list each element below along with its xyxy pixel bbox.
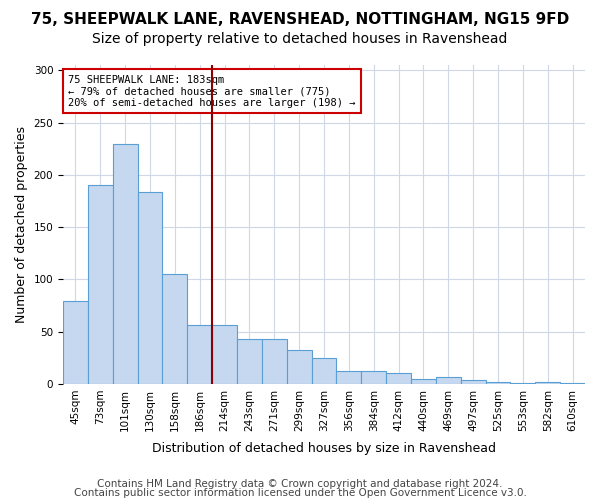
Y-axis label: Number of detached properties: Number of detached properties xyxy=(15,126,28,323)
X-axis label: Distribution of detached houses by size in Ravenshead: Distribution of detached houses by size … xyxy=(152,442,496,455)
Bar xyxy=(511,383,535,384)
Bar xyxy=(337,372,361,384)
Bar xyxy=(287,350,311,384)
Bar xyxy=(311,358,337,384)
Bar xyxy=(63,302,88,384)
Text: 75, SHEEPWALK LANE, RAVENSHEAD, NOTTINGHAM, NG15 9FD: 75, SHEEPWALK LANE, RAVENSHEAD, NOTTINGH… xyxy=(31,12,569,28)
Text: Contains HM Land Registry data © Crown copyright and database right 2024.: Contains HM Land Registry data © Crown c… xyxy=(97,479,503,489)
Bar xyxy=(485,382,511,384)
Bar xyxy=(535,382,560,384)
Bar xyxy=(237,339,262,384)
Bar xyxy=(411,378,436,384)
Bar xyxy=(560,383,585,384)
Bar xyxy=(88,185,113,384)
Text: Contains public sector information licensed under the Open Government Licence v3: Contains public sector information licen… xyxy=(74,488,526,498)
Bar xyxy=(113,144,137,384)
Text: 75 SHEEPWALK LANE: 183sqm
← 79% of detached houses are smaller (775)
20% of semi: 75 SHEEPWALK LANE: 183sqm ← 79% of detac… xyxy=(68,74,356,108)
Bar xyxy=(361,372,386,384)
Bar xyxy=(436,376,461,384)
Bar xyxy=(262,339,287,384)
Bar xyxy=(461,380,485,384)
Bar xyxy=(137,192,163,384)
Bar xyxy=(386,374,411,384)
Text: Size of property relative to detached houses in Ravenshead: Size of property relative to detached ho… xyxy=(92,32,508,46)
Bar xyxy=(212,326,237,384)
Bar xyxy=(163,274,187,384)
Bar xyxy=(187,326,212,384)
